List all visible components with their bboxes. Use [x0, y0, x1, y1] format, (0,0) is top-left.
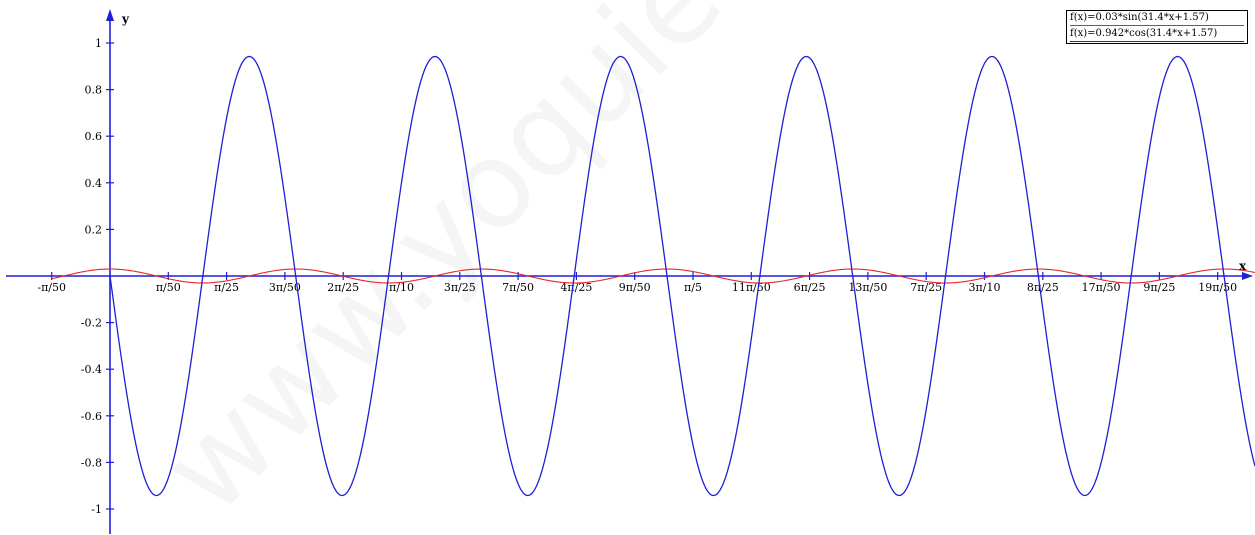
- y-tick-label: -0.4: [81, 363, 102, 376]
- y-tick-label: -0.6: [81, 410, 102, 423]
- legend-swatch-cos: [1070, 41, 1244, 42]
- x-tick-label: 17π/50: [1082, 281, 1121, 294]
- x-tick-label: 6π/25: [794, 281, 826, 294]
- y-tick-label: 0.4: [85, 177, 103, 190]
- y-tick-label: 0.6: [85, 130, 103, 143]
- y-tick-label: -0.8: [81, 456, 102, 469]
- x-tick-label: 13π/50: [848, 281, 887, 294]
- x-tick-label: π/50: [156, 281, 181, 294]
- legend-item-cos: f(x)=0.942*cos(31.4*x+1.57): [1067, 27, 1247, 43]
- ticks: -π/50 π/50 π/25 3π/50 2π/25 π/10 3π/25 7π/50 4π/…: [37, 37, 1237, 516]
- x-tick-label: 3π/50: [269, 281, 301, 294]
- series-line-cos: [109, 55, 1255, 497]
- x-tick-label: π/5: [684, 281, 702, 294]
- x-tick-label: 3π/10: [969, 281, 1001, 294]
- x-tick-label: -π/50: [37, 281, 66, 294]
- y-tick-label: -1: [91, 503, 102, 516]
- legend-label-sin: f(x)=0.03*sin(31.4*x+1.57): [1070, 12, 1209, 23]
- curves: [51, 55, 1255, 497]
- x-tick-label: π/10: [389, 281, 414, 294]
- legend: f(x)=0.03*sin(31.4*x+1.57) f(x)=0.942*co…: [1066, 10, 1248, 44]
- x-tick-label: 7π/25: [910, 281, 942, 294]
- x-tick-label: 9π/25: [1143, 281, 1175, 294]
- x-axis-arrow: [1242, 272, 1253, 280]
- x-tick-label: 7π/50: [502, 281, 534, 294]
- legend-item-sin: f(x)=0.03*sin(31.4*x+1.57): [1067, 11, 1247, 27]
- y-tick-label: 0.2: [85, 223, 103, 236]
- legend-label-cos: f(x)=0.942*cos(31.4*x+1.57): [1070, 28, 1218, 39]
- y-tick-label: -0.2: [81, 317, 102, 330]
- x-tick-label: 8π/25: [1027, 281, 1059, 294]
- x-tick-label: 3π/25: [444, 281, 476, 294]
- x-tick-label: 19π/50: [1198, 281, 1237, 294]
- y-tick-label: 1: [95, 37, 102, 50]
- watermark: www.yoquieroaprobar.es: [137, 0, 1255, 535]
- series-line-sin: [51, 268, 1255, 284]
- y-axis-arrow: [106, 9, 114, 21]
- x-tick-label: 9π/50: [619, 281, 651, 294]
- y-axis-label: y: [121, 12, 130, 26]
- x-tick-label: π/25: [214, 281, 239, 294]
- legend-swatch-sin: [1070, 25, 1244, 26]
- x-tick-label: 2π/25: [327, 281, 359, 294]
- y-tick-label: 0.8: [85, 84, 103, 97]
- x-axis-label: x: [1239, 259, 1247, 273]
- x-tick-label: 4π/25: [560, 281, 592, 294]
- x-tick-label: 11π/50: [732, 281, 771, 294]
